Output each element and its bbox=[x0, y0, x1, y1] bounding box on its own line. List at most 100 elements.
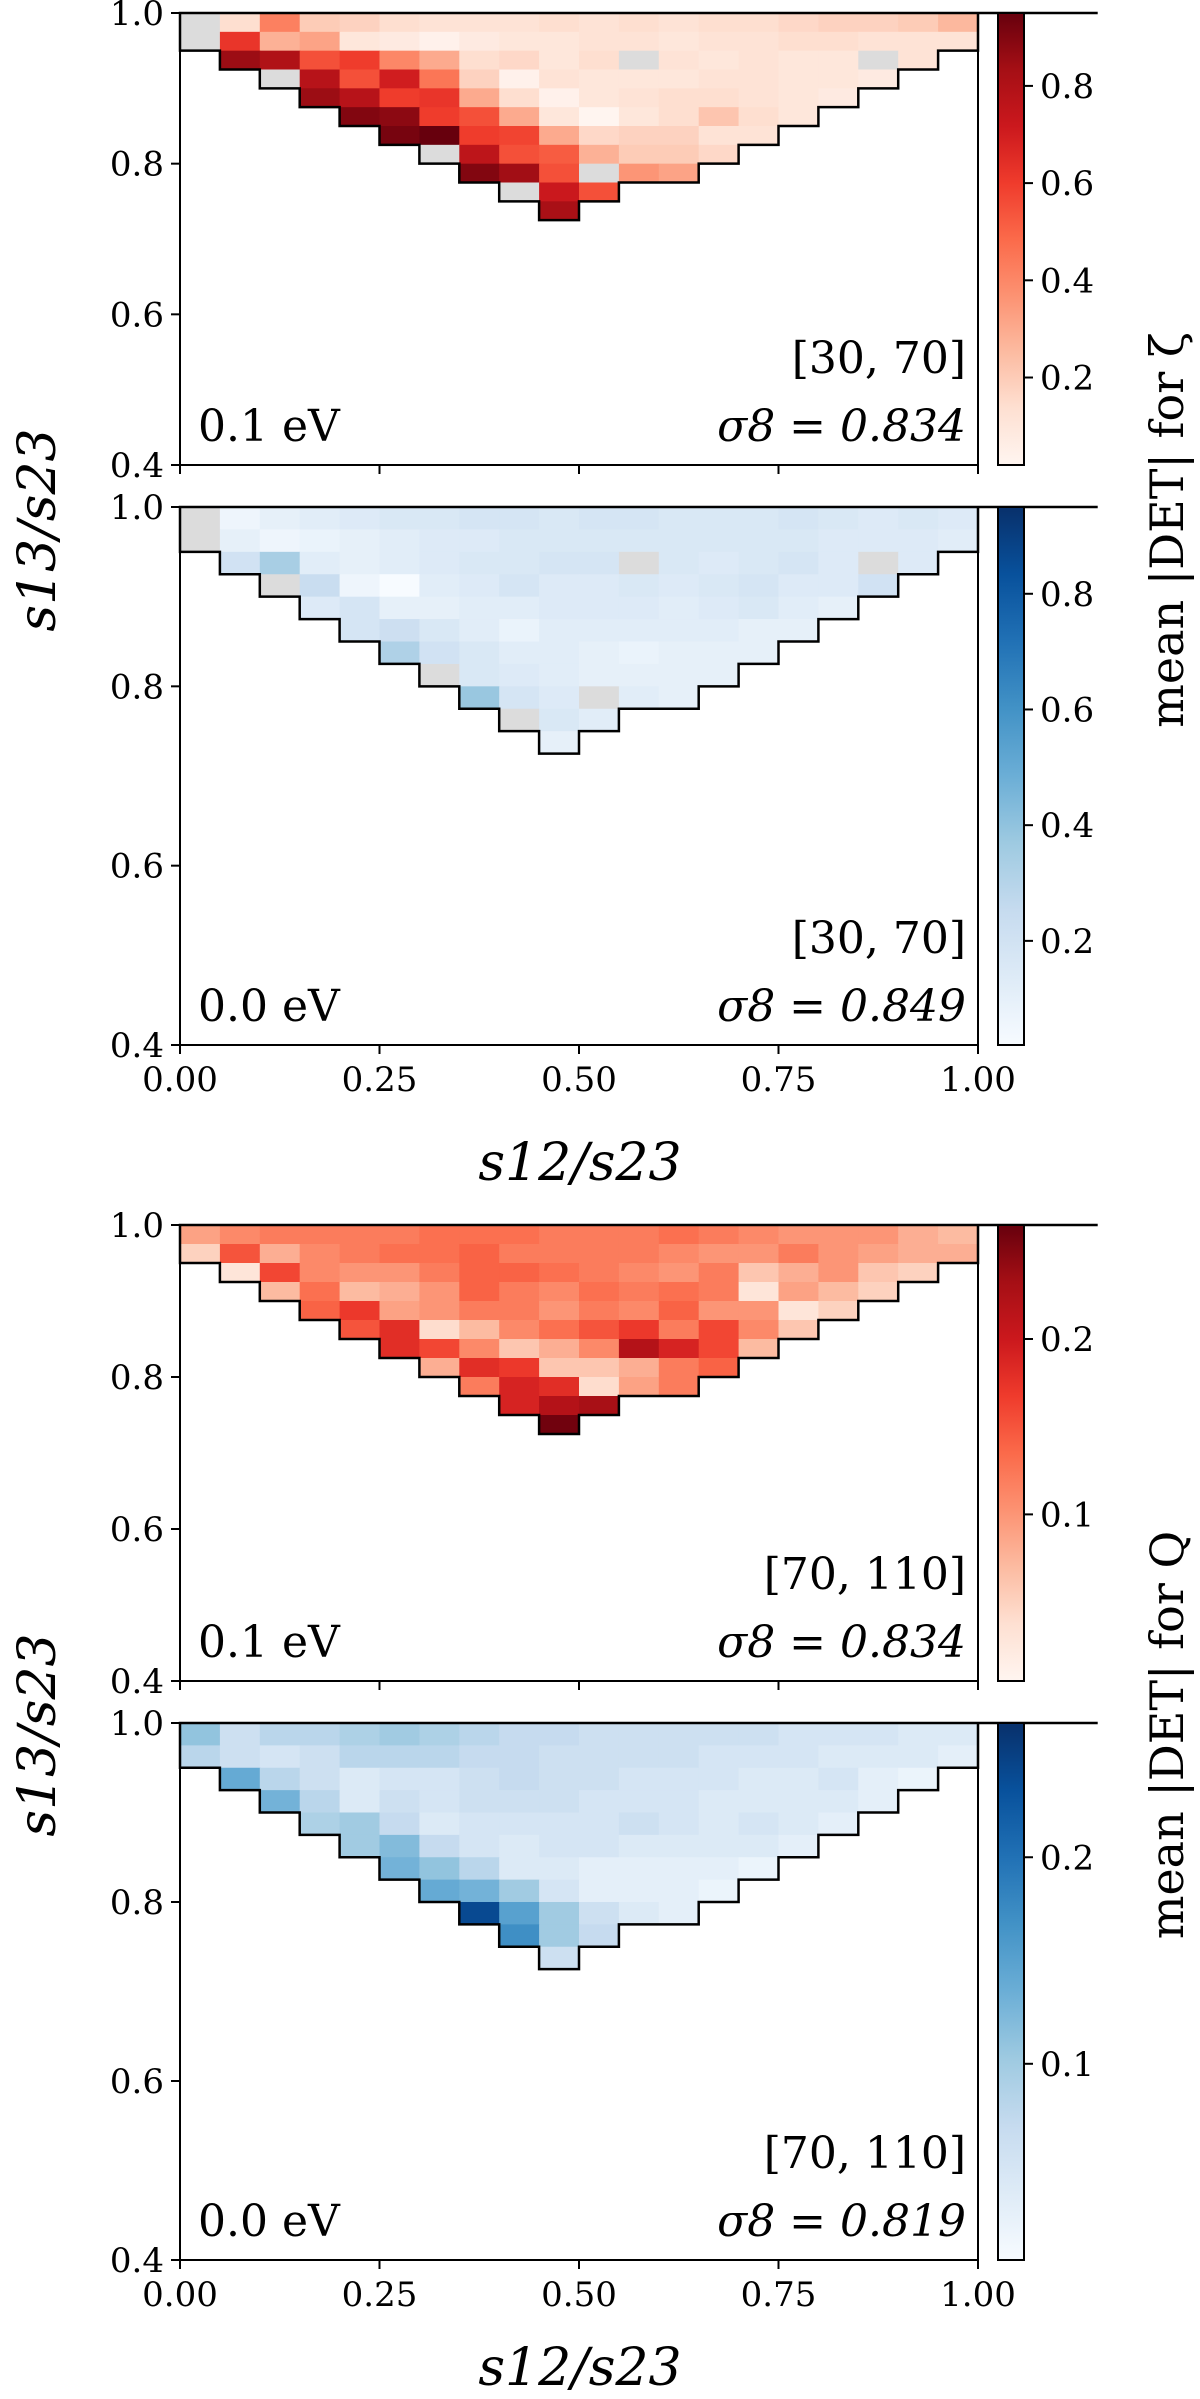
heatmap-cell bbox=[738, 31, 780, 52]
heatmap-cell bbox=[618, 1301, 660, 1321]
heatmap-cell bbox=[379, 1834, 420, 1858]
heatmap-cell bbox=[539, 619, 580, 643]
heatmap-cell bbox=[658, 641, 700, 665]
colorbar-tick-label: 0.4 bbox=[1040, 806, 1094, 846]
heatmap-cell bbox=[180, 13, 221, 33]
heatmap-cell bbox=[618, 1812, 660, 1836]
heatmap-cell bbox=[539, 1834, 580, 1858]
heatmap-cell bbox=[818, 574, 859, 598]
heatmap-cell bbox=[419, 1834, 460, 1858]
heatmap-cell bbox=[379, 1745, 420, 1769]
heatmap-cell bbox=[658, 50, 700, 71]
heatmap-cell bbox=[858, 507, 899, 531]
heatmap-cell bbox=[658, 69, 700, 89]
heatmap-cell bbox=[738, 619, 780, 643]
heatmap-cell bbox=[618, 31, 660, 52]
heatmap-cell bbox=[658, 13, 700, 33]
heatmap-cell bbox=[419, 1857, 460, 1881]
heatmap-cell bbox=[698, 50, 740, 71]
heatmap-cell bbox=[579, 1723, 620, 1746]
heatmap-cell bbox=[818, 1790, 859, 1814]
heatmap-cell bbox=[618, 1767, 660, 1791]
y-tick-label: 0.6 bbox=[110, 1510, 164, 1550]
heatmap-cell bbox=[180, 1723, 221, 1746]
heatmap-cell bbox=[539, 1339, 580, 1359]
heatmap-cell bbox=[419, 596, 460, 620]
heatmap-cell bbox=[818, 31, 859, 52]
heatmap-cell bbox=[219, 1263, 261, 1283]
heatmap-cell bbox=[499, 1879, 540, 1903]
heatmap-cell bbox=[219, 507, 261, 531]
heatmap-cell bbox=[259, 31, 301, 52]
x-tick-label: 0.75 bbox=[741, 2275, 817, 2315]
colorbar-label-zeta: mean |DET| for ζ bbox=[1140, 332, 1194, 728]
x-tick-label: 1.00 bbox=[940, 1060, 1016, 1100]
heatmap-cell bbox=[698, 507, 740, 531]
heatmap-cell bbox=[778, 619, 819, 643]
heatmap-cell bbox=[898, 551, 939, 575]
heatmap-cell bbox=[898, 50, 939, 71]
heatmap-cell bbox=[339, 50, 381, 71]
bin-range-label: [30, 70] bbox=[792, 913, 966, 964]
heatmap-cell bbox=[618, 686, 660, 710]
heatmap-cell bbox=[818, 88, 859, 108]
heatmap-cell bbox=[618, 1790, 660, 1814]
heatmap-cell bbox=[539, 663, 580, 687]
heatmap-cell bbox=[539, 507, 580, 531]
heatmap-cell bbox=[698, 1263, 740, 1283]
heatmap-cell bbox=[339, 1320, 381, 1340]
heatmap-cell bbox=[658, 1767, 700, 1791]
heatmap-cell bbox=[579, 1377, 620, 1397]
heatmap-cell bbox=[618, 529, 660, 553]
heatmap-cell bbox=[339, 1225, 381, 1245]
heatmap-cell bbox=[379, 1282, 420, 1302]
x-tick-label: 0.75 bbox=[741, 1060, 817, 1100]
colorbar bbox=[997, 506, 1025, 1046]
heatmap-cell bbox=[539, 31, 580, 52]
panel-zeta-0.0: 0.4 0.6 0.8 1.0 0.00 0.25 0.50 0.75 1.00 0.0 eV [3… bbox=[110, 488, 1098, 1100]
heatmap-cell bbox=[419, 13, 460, 33]
heatmap-cell bbox=[738, 1263, 780, 1283]
heatmap-cell bbox=[259, 1263, 301, 1283]
neutrino-mass-label: 0.1 eV bbox=[198, 1617, 341, 1668]
heatmap-cell bbox=[499, 1834, 540, 1858]
heatmap-cell bbox=[499, 163, 540, 184]
heatmap-cell bbox=[579, 1225, 620, 1245]
y-axis-label-bottom: s13/s23 bbox=[8, 1633, 68, 1836]
heatmap-cell bbox=[499, 182, 540, 202]
heatmap-cell bbox=[539, 1857, 580, 1881]
heatmap-cell bbox=[259, 69, 301, 89]
heatmap-cells bbox=[180, 13, 979, 221]
heatmap-cell bbox=[539, 686, 580, 710]
heatmap-cell bbox=[778, 69, 819, 89]
heatmap-cell bbox=[499, 1924, 540, 1948]
heatmap-cell bbox=[539, 731, 580, 755]
colorbar-tick-label: 0.1 bbox=[1040, 2045, 1094, 2085]
colorbar bbox=[997, 1224, 1025, 1682]
heatmap-cell bbox=[938, 507, 979, 531]
heatmap-cell bbox=[180, 1225, 221, 1245]
heatmap-cell bbox=[698, 1745, 740, 1769]
heatmap-cell bbox=[658, 1745, 700, 1769]
y-tick-label: 1.0 bbox=[110, 488, 164, 528]
heatmap-cells bbox=[180, 507, 979, 755]
triangle-boundary bbox=[178, 1721, 1098, 1971]
heatmap-cell bbox=[499, 1301, 540, 1321]
heatmap-cell bbox=[658, 596, 700, 620]
heatmap-cell bbox=[459, 1790, 500, 1814]
heatmap-cell bbox=[379, 551, 420, 575]
heatmap-cell bbox=[459, 1244, 500, 1264]
heatmap-cell bbox=[579, 708, 620, 732]
y-tick-label: 0.8 bbox=[110, 145, 164, 185]
heatmap-cell bbox=[579, 551, 620, 575]
y-tick-label: 1.0 bbox=[110, 0, 164, 34]
x-axis-label-bottom: s12/s23 bbox=[478, 2338, 681, 2398]
heatmap-cell bbox=[419, 1244, 460, 1264]
heatmap-cell bbox=[858, 1767, 899, 1791]
colorbar-tick-label: 0.6 bbox=[1040, 690, 1094, 730]
heatmap-cell bbox=[579, 69, 620, 89]
heatmap-cell bbox=[419, 1225, 460, 1245]
heatmap-cell bbox=[459, 551, 500, 575]
neutrino-mass-label: 0.1 eV bbox=[198, 401, 341, 452]
heatmap-cell bbox=[658, 1358, 700, 1378]
